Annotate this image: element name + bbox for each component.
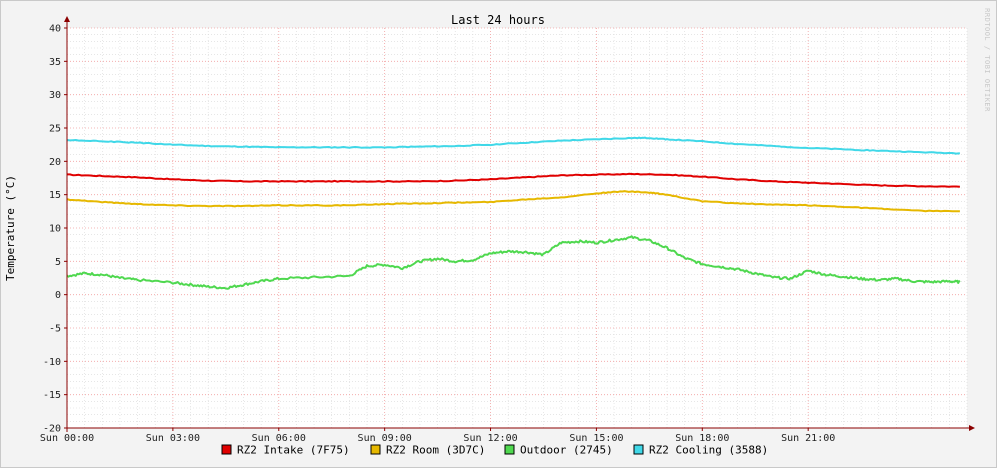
x-tick-label: Sun 03:00 bbox=[146, 433, 200, 444]
x-axis-arrow bbox=[969, 425, 975, 431]
axes bbox=[64, 16, 975, 432]
x-tick-label: Sun 15:00 bbox=[569, 433, 623, 444]
legend-swatch bbox=[370, 444, 381, 455]
x-tick-label: Sun 21:00 bbox=[781, 433, 835, 444]
x-tick-label: Sun 09:00 bbox=[358, 433, 412, 444]
legend: RZ2 Intake (7F75) RZ2 Room (3D7C) Outdoor … bbox=[221, 444, 768, 457]
y-tick-label: 20 bbox=[49, 157, 61, 168]
series-layer bbox=[66, 136, 961, 290]
y-tick-labels: -20 -15 -10 -5 0 5 10 15 20 25 30 35 40 bbox=[43, 24, 67, 435]
y-tick-label: 30 bbox=[49, 90, 61, 101]
legend-label: Outdoor (2745) bbox=[520, 444, 613, 457]
y-axis-label: Temperature (°C) bbox=[4, 175, 17, 281]
series-line-1 bbox=[66, 190, 960, 213]
y-tick-label: -10 bbox=[43, 357, 61, 368]
y-tick-label: 40 bbox=[49, 24, 61, 35]
x-tick-label: Sun 12:00 bbox=[463, 433, 517, 444]
y-tick-label: 35 bbox=[49, 57, 61, 68]
y-axis-arrow bbox=[64, 16, 70, 22]
y-tick-label: -5 bbox=[49, 324, 61, 335]
y-tick-label: 5 bbox=[55, 257, 61, 268]
legend-swatch bbox=[221, 444, 232, 455]
y-tick-label: -20 bbox=[43, 424, 61, 435]
legend-swatch bbox=[504, 444, 515, 455]
y-tick-label: 15 bbox=[49, 190, 61, 201]
x-tick-label: Sun 06:00 bbox=[252, 433, 306, 444]
y-tick-label: -15 bbox=[43, 390, 61, 401]
series-line-0 bbox=[67, 172, 960, 188]
rrdtool-watermark: RRDTOOL / TOBI OETIKER bbox=[983, 8, 991, 112]
x-tick-label: Sun 00:00 bbox=[40, 433, 94, 444]
legend-label: RZ2 Room (3D7C) bbox=[386, 444, 485, 457]
y-tick-label: 0 bbox=[55, 290, 61, 301]
legend-label: RZ2 Cooling (3588) bbox=[649, 444, 768, 457]
series-line-3 bbox=[66, 136, 960, 155]
y-tick-label: 10 bbox=[49, 224, 61, 235]
legend-label: RZ2 Intake (7F75) bbox=[237, 444, 350, 457]
x-tick-label: Sun 18:00 bbox=[675, 433, 729, 444]
series-line-2 bbox=[66, 235, 961, 290]
x-tick-labels: Sun 00:00 Sun 03:00 Sun 06:00 Sun 09:00 Sun … bbox=[40, 428, 835, 444]
y-tick-label: 25 bbox=[49, 124, 61, 135]
chart-title: Last 24 hours bbox=[451, 13, 545, 27]
legend-swatch bbox=[633, 444, 644, 455]
